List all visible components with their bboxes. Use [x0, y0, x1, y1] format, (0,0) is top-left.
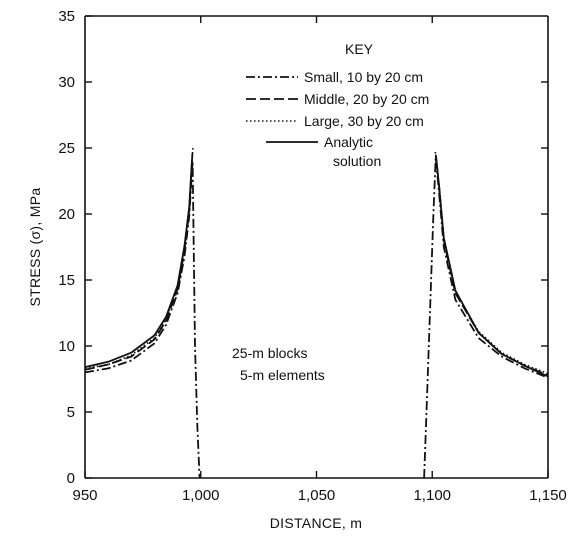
annotation-elements: 5-m elements	[240, 367, 325, 383]
series-line-solid-1	[435, 155, 549, 378]
y-tick-label: 15	[58, 272, 75, 289]
series-line-dashed-0	[84, 157, 194, 371]
legend-label-analytic: Analytic	[324, 134, 373, 150]
x-axis-title: DISTANCE, m	[270, 515, 363, 531]
series-lines	[84, 147, 549, 479]
annotation-blocks: 25-m blocks	[232, 345, 307, 361]
x-tick-label: 1,050	[298, 487, 336, 504]
y-tick-label: 10	[58, 338, 75, 355]
legend-label-middle: Middle, 20 by 20 cm	[304, 91, 429, 107]
series-line-dash-dot-1	[423, 156, 549, 479]
y-tick-label: 20	[58, 206, 75, 223]
series-line-dotted-0	[84, 147, 194, 370]
y-tick-label: 0	[67, 470, 75, 487]
ticks: 950 1,000 1,050 1,100 1,150 0 5 10 15 20 25 30 35	[58, 8, 566, 504]
legend-title: KEY	[345, 41, 374, 57]
legend-label-small: Small, 10 by 20 cm	[304, 69, 423, 85]
y-axis-title: STRESS (σ), MPa	[27, 188, 43, 307]
legend-label-analytic-line2: solution	[333, 153, 381, 169]
x-tick-label: 950	[72, 487, 97, 504]
y-tick-label: 25	[58, 140, 75, 157]
series-line-dashed-1	[434, 154, 549, 376]
y-tick-label: 30	[58, 74, 75, 91]
series-line-dotted-1	[434, 151, 549, 375]
series-line-solid-0	[84, 153, 194, 368]
x-tick-label: 1,000	[182, 487, 220, 504]
y-tick-label: 35	[58, 8, 75, 25]
series-line-dash-dot-0	[84, 160, 201, 479]
y-tick-label: 5	[67, 404, 75, 421]
x-tick-label: 1,100	[413, 487, 451, 504]
legend-label-large: Large, 30 by 20 cm	[304, 113, 424, 129]
x-tick-label: 1,150	[529, 487, 567, 504]
legend: KEY Small, 10 by 20 cm Middle, 20 by 20 …	[246, 41, 429, 169]
